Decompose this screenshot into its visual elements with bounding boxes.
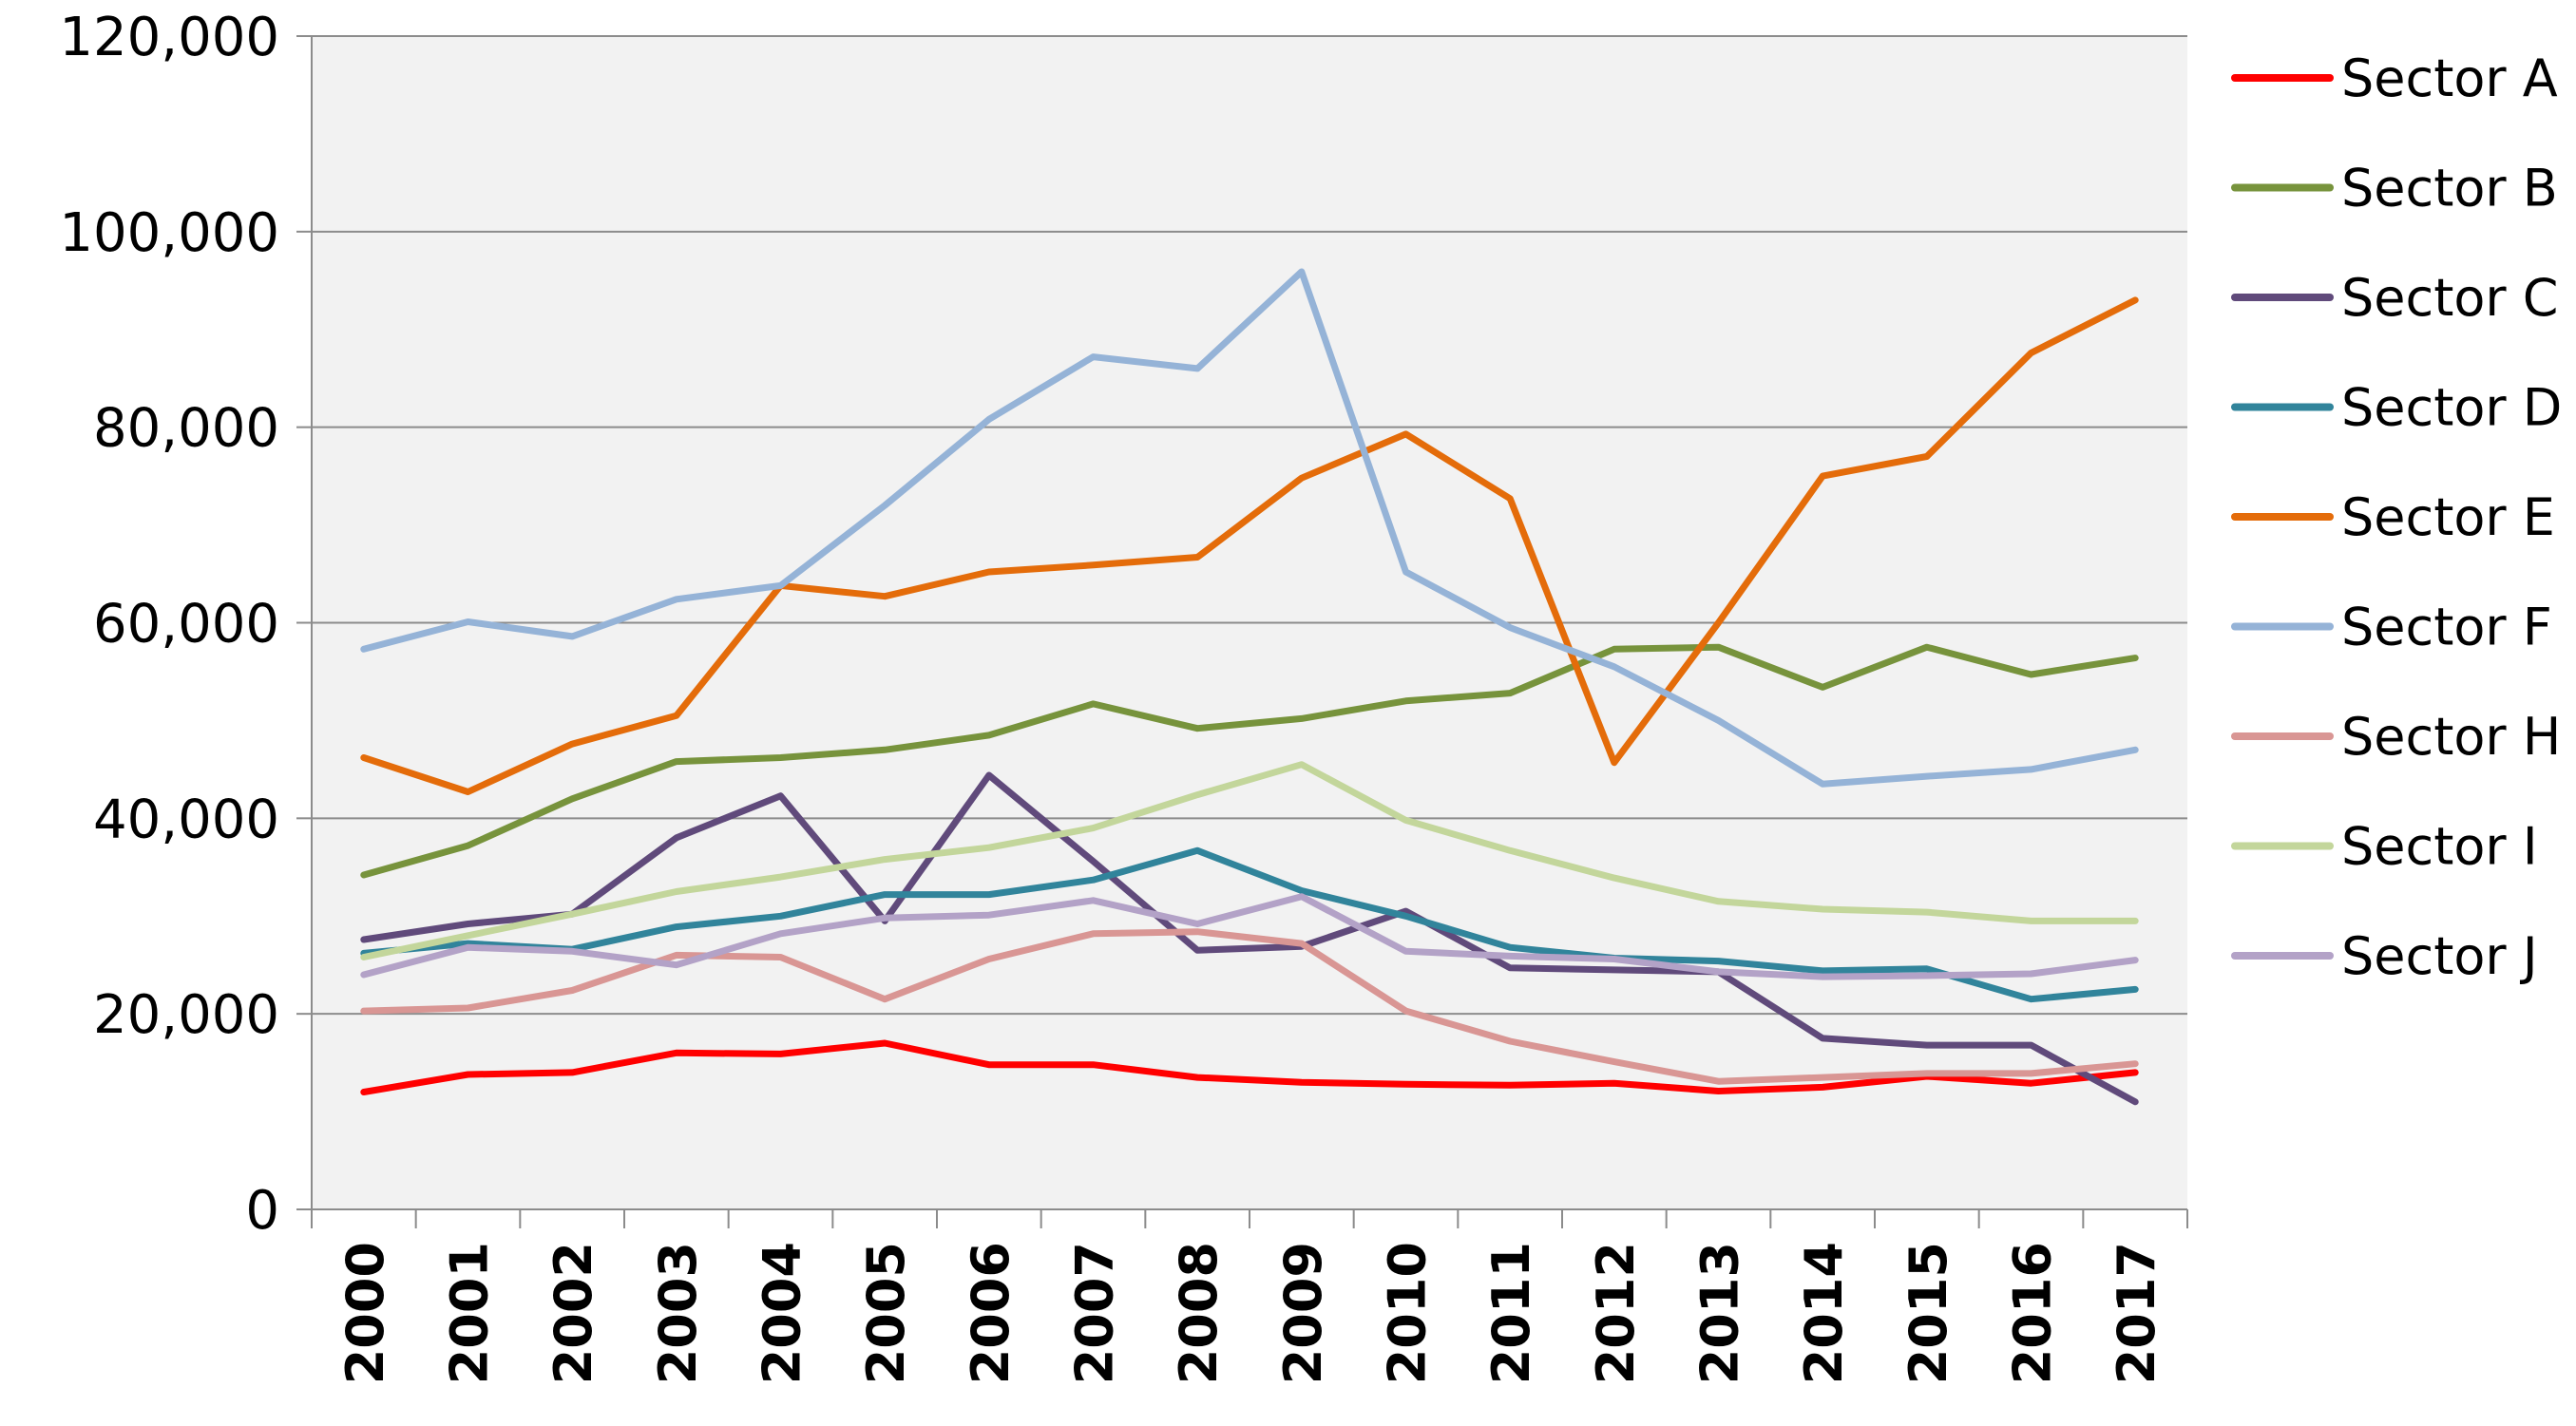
series-line-sector-f	[360, 268, 2139, 788]
x-tick-label-2006: 2006	[961, 1242, 1021, 1384]
gridlines	[312, 35, 2187, 1016]
y-tick-label-1: 20,000	[93, 984, 279, 1046]
legend-label-sector-c: Sector C	[2341, 268, 2558, 328]
x-tick-label-2012: 2012	[1586, 1242, 1646, 1384]
y-tick-label-2: 40,000	[93, 789, 279, 850]
x-tick-label-2015: 2015	[1899, 1242, 1958, 1384]
y-axis: 0 20,000 40,000 60,000 80,000 100,000 120,000	[59, 7, 313, 1242]
y-tick-label-5: 100,000	[59, 202, 279, 264]
x-tick-label-2003: 2003	[648, 1242, 708, 1384]
series-lines	[360, 268, 2139, 1106]
legend: Sector A Sector B Sector C Sector D Sector E…	[2231, 48, 2562, 986]
x-tick-label-2008: 2008	[1169, 1242, 1229, 1384]
legend-label-sector-e: Sector E	[2341, 487, 2555, 547]
x-tick-label-2013: 2013	[1690, 1242, 1750, 1384]
x-tick-label-2011: 2011	[1481, 1242, 1541, 1384]
legend-label-sector-h: Sector H	[2341, 707, 2561, 767]
x-tick-label-2010: 2010	[1378, 1242, 1438, 1384]
x-tick-label-2004: 2004	[753, 1242, 812, 1384]
series-line-sector-e	[360, 296, 2139, 795]
legend-label-sector-d: Sector D	[2341, 378, 2562, 438]
series-line-sector-j	[360, 893, 2139, 980]
series-line-sector-c	[360, 771, 2139, 1106]
x-tick-label-2005: 2005	[856, 1242, 916, 1384]
x-tick-label-2016: 2016	[2003, 1242, 2063, 1384]
legend-label-sector-b: Sector B	[2341, 159, 2558, 219]
series-line-sector-b	[360, 643, 2139, 879]
x-tick-label-2009: 2009	[1273, 1242, 1333, 1384]
x-tick-label-2002: 2002	[544, 1242, 603, 1384]
y-tick-label-6: 120,000	[59, 7, 279, 68]
x-tick-label-2017: 2017	[2107, 1242, 2166, 1384]
x-axis: 2000 2001 2002 2003 2004 2005 2006 2007 2008 2009…	[311, 1208, 2188, 1384]
y-tick-label-4: 80,000	[93, 398, 279, 460]
x-tick-label-2000: 2000	[335, 1242, 395, 1384]
y-tick-label-0: 0	[245, 1180, 279, 1242]
legend-label-sector-a: Sector A	[2341, 48, 2558, 108]
x-tick-label-2001: 2001	[440, 1242, 500, 1384]
series-line-sector-i	[360, 761, 2139, 960]
series-line-sector-d	[360, 846, 2139, 1003]
legend-label-sector-f: Sector F	[2341, 598, 2552, 657]
x-tick-label-2007: 2007	[1065, 1242, 1125, 1384]
legend-label-sector-j: Sector J	[2341, 926, 2538, 986]
y-tick-label-3: 60,000	[93, 594, 279, 656]
legend-label-sector-i: Sector I	[2341, 817, 2538, 877]
x-tick-label-2014: 2014	[1794, 1242, 1854, 1384]
series-line-sector-a	[360, 1039, 2139, 1095]
